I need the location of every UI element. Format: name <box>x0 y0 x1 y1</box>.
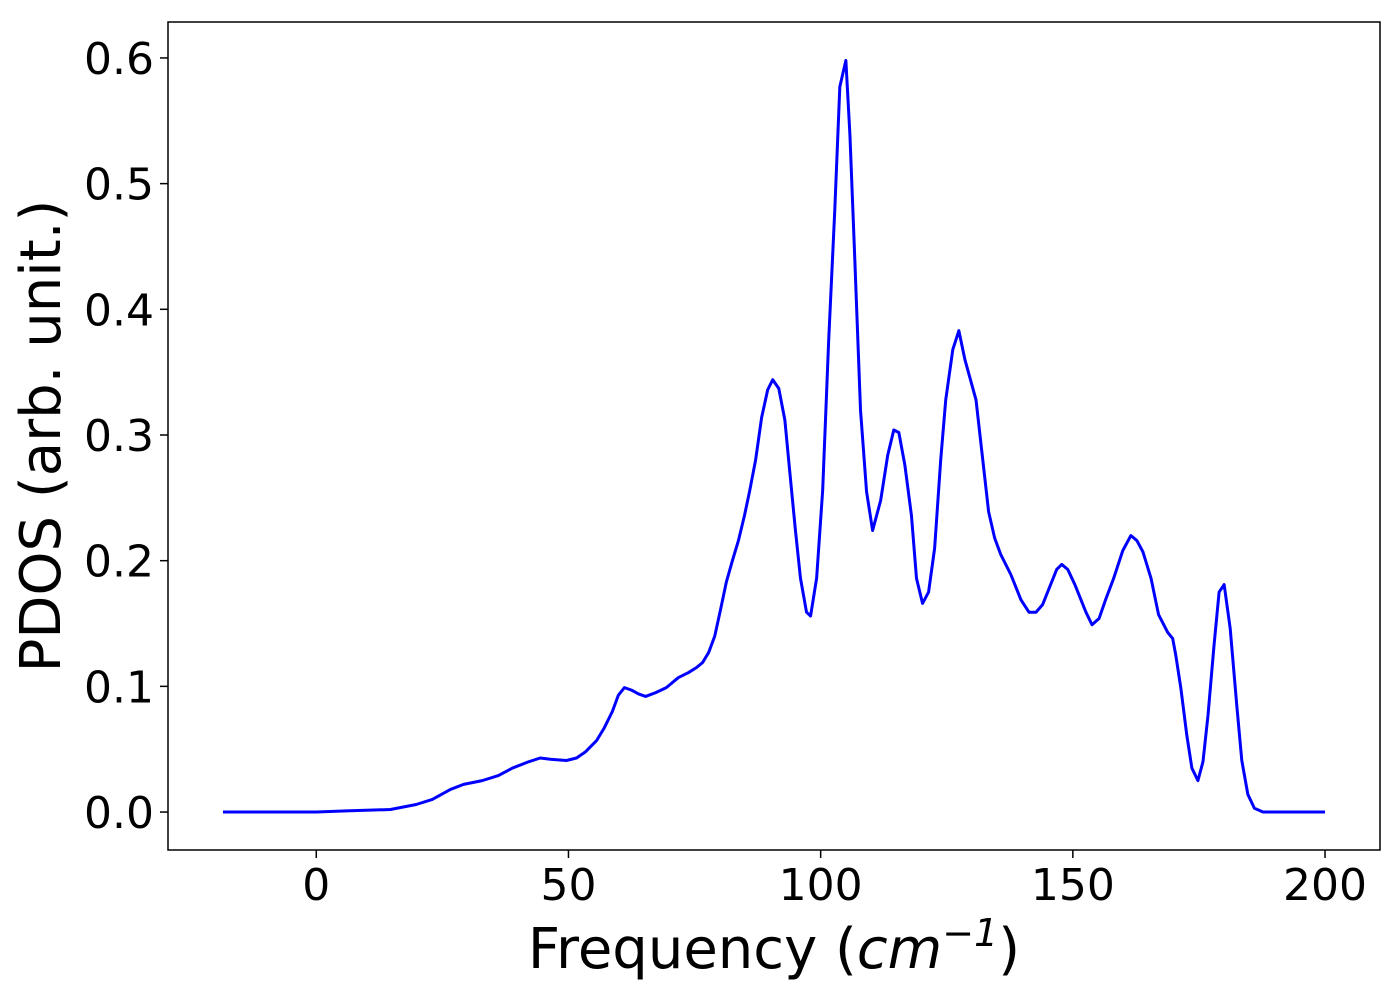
y-axis-label: PDOS (arb. unit.) <box>9 200 74 673</box>
x-label-text: Frequency ( <box>528 917 857 982</box>
x-axis-label: Frequency (cm−1) <box>528 911 1020 982</box>
data-line <box>222 58 1326 814</box>
y-tick-label: 0.4 <box>84 285 154 336</box>
plot-frame <box>167 21 1381 851</box>
x-tick-label: 50 <box>540 860 596 911</box>
y-tick-label: 0.6 <box>84 34 154 85</box>
x-tick-label: 200 <box>1283 860 1367 911</box>
x-tick-label: 0 <box>302 860 330 911</box>
y-tick-label: 0.2 <box>84 537 154 588</box>
y-tick-label: 0.0 <box>84 788 154 839</box>
x-tick-label: 100 <box>779 860 863 911</box>
y-tick-label: 0.1 <box>84 662 154 713</box>
x-label-end: ) <box>998 917 1020 982</box>
y-tick-label: 0.5 <box>84 160 154 211</box>
y-tick-label: 0.3 <box>84 411 154 462</box>
x-label-math: cm <box>857 917 942 982</box>
x-tick-label: 150 <box>1031 860 1115 911</box>
x-label-sup: −1 <box>942 911 998 955</box>
